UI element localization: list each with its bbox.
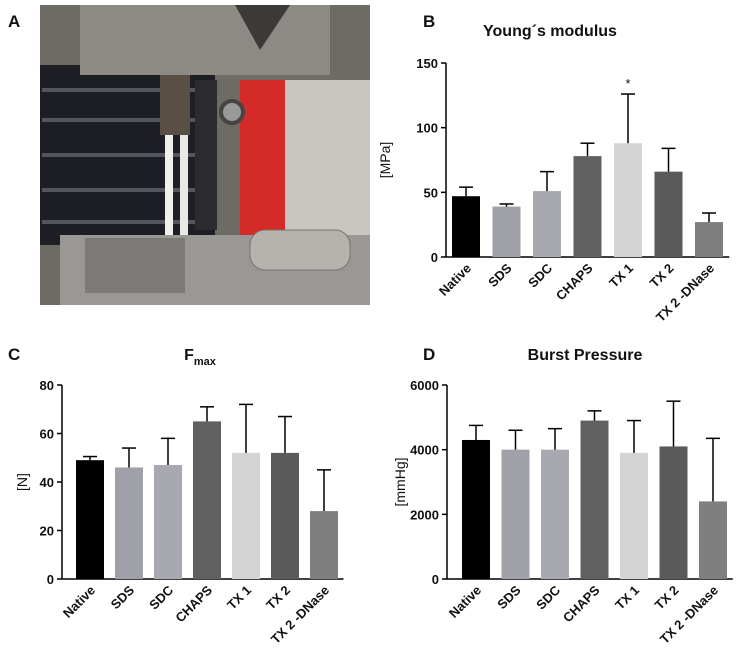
x-tick-label: SDS <box>494 582 524 612</box>
photo-strip <box>180 130 188 240</box>
x-tick-label: CHAPS <box>553 260 596 303</box>
error-bar <box>621 93 635 144</box>
y-tick-label: 100 <box>416 121 438 136</box>
bar <box>232 452 260 579</box>
x-tick-label: CHAPS <box>172 582 215 625</box>
bar <box>452 196 480 257</box>
x-tick-label: SDC <box>525 260 555 290</box>
bar <box>271 452 299 579</box>
y-axis-label: [mmHg] <box>392 458 408 507</box>
error-bar <box>706 437 720 502</box>
photo-ruler <box>195 80 217 230</box>
error-bar <box>83 455 97 461</box>
photo-jaw <box>85 238 185 293</box>
x-tick-label: TX 2 <box>263 583 293 613</box>
bar <box>659 446 688 579</box>
y-tick-label: 80 <box>40 378 54 393</box>
x-tick-label: TX 1 <box>224 583 254 613</box>
error-bar <box>499 203 514 207</box>
bar <box>580 420 609 579</box>
x-tick-label: TX 2 <box>647 261 677 291</box>
annotation: * <box>625 76 630 91</box>
y-axis-label: [MPa] <box>377 142 393 179</box>
y-tick-label: 0 <box>47 572 54 587</box>
y-tick-label: 60 <box>40 427 54 442</box>
x-tick-label: TX 2 <box>652 583 682 613</box>
chart-title: Burst Pressure <box>528 347 643 364</box>
x-tick-label: TX 1 <box>612 583 642 613</box>
title-subscript: max <box>194 356 217 368</box>
bar <box>501 449 530 579</box>
x-tick-label: Native <box>446 583 484 621</box>
bar <box>699 501 727 579</box>
y-tick-label: 0 <box>432 572 439 587</box>
error-bar <box>459 186 473 197</box>
photo-hook <box>160 75 190 135</box>
y-axis-label: [N] <box>14 473 30 491</box>
error-bar <box>317 469 331 512</box>
panel-label: B <box>423 12 435 31</box>
y-tick-label: 4000 <box>410 443 439 458</box>
bar <box>573 156 602 257</box>
error-bar <box>580 142 595 157</box>
photo-red <box>240 80 285 240</box>
chart-title: Young´s modulus <box>483 23 617 40</box>
x-tick-label: SDC <box>146 582 176 612</box>
x-tick-label: Native <box>436 261 474 299</box>
bar <box>620 452 648 579</box>
photo-wall <box>285 80 370 240</box>
bar <box>492 206 521 257</box>
bar <box>654 171 683 257</box>
x-tick-label: CHAPS <box>560 582 603 625</box>
bar <box>614 143 642 257</box>
error-bar <box>469 424 483 440</box>
y-tick-label: 0 <box>431 250 438 265</box>
error-bar <box>540 170 554 192</box>
y-tick-label: 6000 <box>410 378 439 393</box>
x-tick-label: Native <box>60 583 98 621</box>
error-bar <box>548 427 562 450</box>
error-bar <box>239 403 253 453</box>
error-bar <box>627 419 641 453</box>
bar <box>115 467 143 579</box>
panel-label: C <box>8 345 20 364</box>
chart-title: Fmax <box>184 347 217 368</box>
panel-label: D <box>423 345 435 364</box>
error-bar <box>587 410 602 421</box>
error-bar <box>278 415 292 453</box>
bar <box>193 421 221 579</box>
y-tick-label: 150 <box>416 56 438 71</box>
error-bar <box>661 147 676 172</box>
y-tick-label: 50 <box>424 185 438 200</box>
photo-strip <box>165 130 173 240</box>
y-tick-label: 20 <box>40 524 54 539</box>
error-bar <box>161 437 175 466</box>
bar <box>533 191 561 257</box>
x-tick-label: TX 1 <box>606 261 636 291</box>
x-tick-label: SDS <box>108 582 138 612</box>
y-tick-label: 2000 <box>410 507 439 522</box>
error-bar <box>122 447 136 468</box>
panel-label: A <box>8 12 20 31</box>
error-bar <box>702 212 716 223</box>
photo <box>40 5 370 305</box>
bar <box>695 222 723 257</box>
photo-bolt <box>219 99 245 125</box>
bar <box>310 511 338 579</box>
bar <box>76 460 104 579</box>
bar <box>462 439 490 579</box>
photo-block <box>249 229 351 271</box>
error-bar <box>200 406 214 422</box>
x-tick-label: SDC <box>533 582 563 612</box>
bar <box>541 449 569 579</box>
bar <box>154 465 182 579</box>
y-tick-label: 40 <box>40 475 54 490</box>
photo-clamp-notch <box>235 5 290 50</box>
error-bar <box>508 429 523 450</box>
error-bar <box>666 400 681 447</box>
photo-clamp-top <box>80 5 330 75</box>
x-tick-label: SDS <box>485 260 515 290</box>
